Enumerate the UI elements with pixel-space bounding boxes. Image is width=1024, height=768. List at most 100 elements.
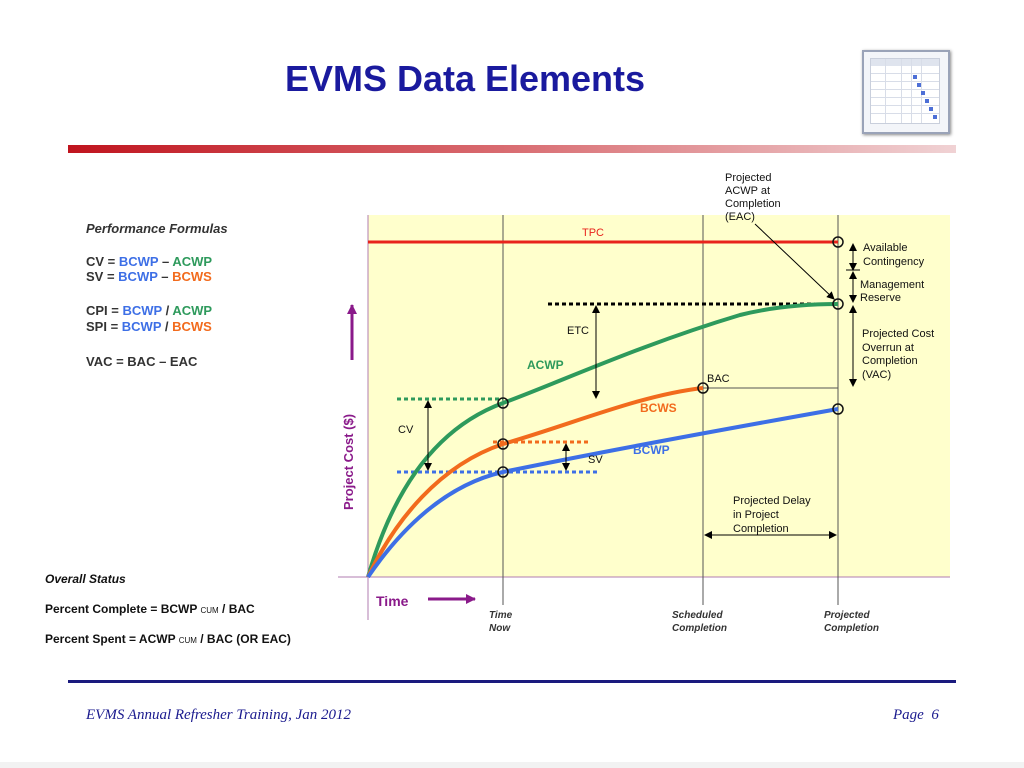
thumbnail-col-line xyxy=(911,59,912,123)
percent-spent-formula: Percent Spent = ACWP CUM / BAC (OR EAC) xyxy=(45,632,291,646)
cpi-formula-acwp: ACWP xyxy=(172,303,212,318)
reserve-label-line-1: Management xyxy=(860,279,924,291)
reserve-label: Management Reserve xyxy=(860,279,927,304)
projected-eac-callout: Projected ACWP at Completion (EAC) xyxy=(725,172,784,223)
footer-course-title: EVMS Annual Refresher Training, Jan 2012 xyxy=(86,707,351,723)
acwp-now-marker xyxy=(497,397,509,409)
time-now-label-line-2: Now xyxy=(489,623,511,634)
time-now-label: Time Now xyxy=(489,610,515,634)
thumbnail-gantt-mark xyxy=(917,83,921,87)
cv-formula-acwp: ACWP xyxy=(172,254,212,269)
bac-marker xyxy=(697,382,709,394)
thumbnail-gantt-mark xyxy=(913,75,917,79)
thumbnail-row-line xyxy=(871,89,939,90)
thumbnail-row-line xyxy=(871,113,939,114)
sv-label: SV xyxy=(588,454,603,466)
contingency-label: Available Contingency xyxy=(863,242,925,268)
bcwp-projected-marker xyxy=(832,403,844,415)
bcwp-curve xyxy=(366,407,839,579)
delay-label-line-3: Completion xyxy=(733,523,789,535)
delay-label-line-2: in Project xyxy=(733,509,779,521)
bcwp-now-marker xyxy=(497,466,509,478)
eac-marker xyxy=(832,298,844,310)
cpi-formula-bcwp: BCWP xyxy=(123,303,163,318)
percent-complete-rhs: / BAC xyxy=(219,602,255,616)
x-axis-label: Time xyxy=(376,593,409,609)
acwp-label: ACWP xyxy=(527,358,564,372)
spi-formula-bcwp: BCWP xyxy=(122,319,162,334)
contingency-label-line-2: Contingency xyxy=(863,256,925,268)
sv-formula-lhs: SV = xyxy=(86,269,118,284)
projected-completion-label-line-2: Completion xyxy=(824,623,879,634)
thumbnail-grid xyxy=(870,58,940,124)
percent-spent-rhs: / BAC (OR EAC) xyxy=(197,632,291,646)
etc-label: ETC xyxy=(567,325,589,337)
footer-page: Page 6 xyxy=(893,707,939,724)
bcws-curve xyxy=(366,386,704,578)
time-now-label-line-1: Time xyxy=(489,610,513,621)
scheduled-completion-label-line-2: Completion xyxy=(672,623,727,634)
y-axis-label: Project Cost ($) xyxy=(341,414,356,510)
sv-formula-bcwp: BCWP xyxy=(118,269,158,284)
thumbnail-gantt-mark xyxy=(921,91,925,95)
projected-eac-line-2: ACWP at xyxy=(725,185,770,197)
sv-formula-bcws: BCWS xyxy=(172,269,212,284)
overrun-label-line-2: Overrun at xyxy=(862,342,914,354)
reserve-label-line-2: Reserve xyxy=(860,292,901,304)
thumbnail-gantt-mark xyxy=(925,99,929,103)
cv-formula-bcwp: BCWP xyxy=(119,254,159,269)
percent-complete-lhs: Percent Complete = BCWP xyxy=(45,602,200,616)
thumbnail-col-line xyxy=(885,59,886,123)
spreadsheet-thumbnail xyxy=(862,50,950,134)
delay-label-line-1: Projected Delay xyxy=(733,495,811,507)
thumbnail-row-line xyxy=(871,105,939,106)
acwp-curve xyxy=(366,302,839,578)
sv-formula-op: – xyxy=(158,269,172,284)
vac-formula: VAC = BAC – EAC xyxy=(86,354,198,369)
footer-page-number: 6 xyxy=(931,707,939,723)
footer-divider xyxy=(68,680,956,683)
spi-formula-bcws: BCWS xyxy=(172,319,212,334)
slide-title: EVMS Data Elements xyxy=(284,58,646,99)
overrun-label: Projected Cost Overrun at Completion (VA… xyxy=(862,328,937,381)
thumbnail-row-line xyxy=(871,97,939,98)
spi-formula-lhs: SPI = xyxy=(86,319,122,334)
cv-formula-op: – xyxy=(158,254,172,269)
overrun-label-line-3: Completion xyxy=(862,355,918,367)
thumbnail-header xyxy=(871,59,939,66)
percent-complete-formula: Percent Complete = BCWP CUM / BAC xyxy=(45,602,255,616)
projected-eac-line-4: (EAC) xyxy=(725,211,755,223)
thumbnail-gantt-mark xyxy=(929,107,933,111)
cv-formula-lhs: CV = xyxy=(86,254,119,269)
tpc-end-marker xyxy=(832,236,844,248)
percent-spent-subscript: CUM xyxy=(179,636,198,645)
cpi-formula-lhs: CPI = xyxy=(86,303,123,318)
eac-callout-arrow xyxy=(754,223,835,300)
bcwp-label: BCWP xyxy=(633,443,670,457)
cpi-formula-op: / xyxy=(162,303,172,318)
projected-eac-line-1: Projected xyxy=(725,172,771,184)
thumbnail-gantt-mark xyxy=(933,115,937,119)
bcws-label: BCWS xyxy=(640,401,677,415)
tpc-label: TPC xyxy=(582,227,604,239)
sv-formula: SV = BCWP – BCWS xyxy=(86,269,212,284)
bcws-now-marker xyxy=(497,438,509,450)
status-heading: Overall Status xyxy=(45,572,126,586)
overrun-label-line-1: Projected Cost xyxy=(862,328,934,340)
spi-formula-op: / xyxy=(161,319,172,334)
footer-page-label: Page xyxy=(893,707,924,723)
cv-formula: CV = BCWP – ACWP xyxy=(86,254,212,269)
percent-spent-lhs: Percent Spent = ACWP xyxy=(45,632,179,646)
cv-label: CV xyxy=(398,424,414,436)
bottom-strip xyxy=(0,762,1024,768)
overrun-label-line-4: (VAC) xyxy=(862,369,891,381)
bac-label: BAC xyxy=(707,373,730,385)
formulas-heading: Performance Formulas xyxy=(86,221,228,236)
percent-complete-subscript: CUM xyxy=(200,606,219,615)
contingency-label-line-1: Available xyxy=(863,242,907,254)
scheduled-completion-label: Scheduled Completion xyxy=(672,610,727,634)
projected-completion-label-line-1: Projected xyxy=(824,610,870,621)
spi-formula: SPI = BCWP / BCWS xyxy=(86,319,212,334)
projected-eac-line-3: Completion xyxy=(725,198,781,210)
